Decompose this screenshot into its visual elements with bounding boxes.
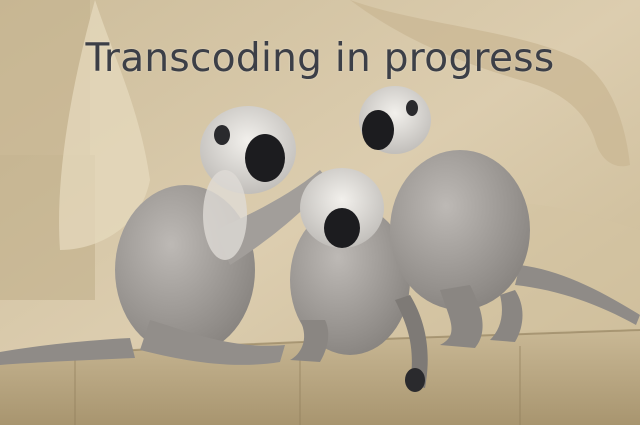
stone-pillar (59, 0, 150, 250)
transcoding-status-overlay: Transcoding in progress (85, 36, 555, 81)
monkey-middle (290, 168, 428, 392)
tree-branch (350, 0, 630, 167)
rock-block-left (0, 0, 90, 155)
monkey-left (0, 106, 330, 365)
monkey-right (359, 86, 640, 348)
